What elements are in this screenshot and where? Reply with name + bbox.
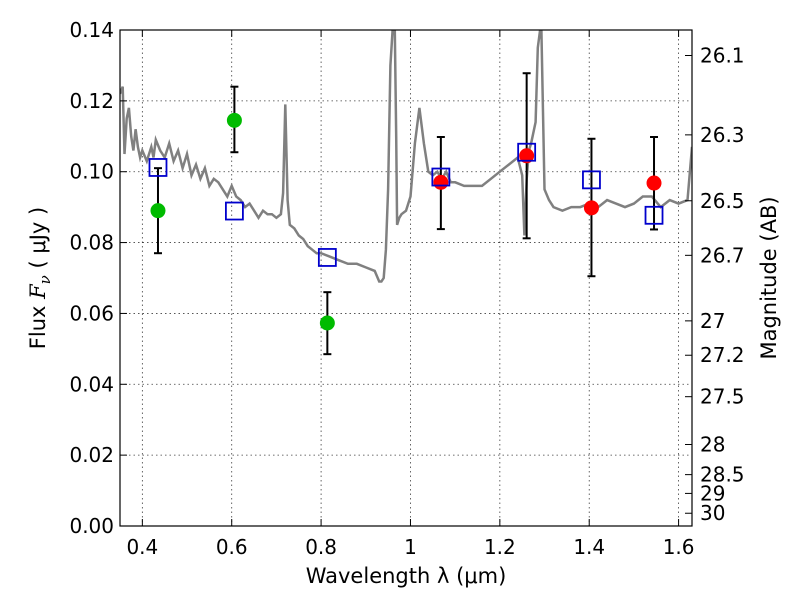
data-points [148,112,664,331]
y-tick-label: 0.02 [69,443,114,467]
red-point [433,174,449,190]
x-tick-label: 1 [404,535,417,559]
model-spectrum-line [120,30,692,283]
y2-tick-label: 26.7 [700,243,745,267]
y-tick-label: 0.04 [69,372,114,396]
green-point [226,112,242,128]
y-axis-title-pre: Flux [26,299,50,349]
x-tick-label: 0.8 [305,535,337,559]
blue-square [148,158,168,177]
blue-square [224,201,244,221]
y-axis-title-symbol: F [26,283,50,300]
y2-tick-label: 26.5 [700,189,745,213]
axis-ticks: 0.4 0.6 0.8 1 1.2 1.4 1.6 0.00 0.02 0.04 0.06 0.08 0… [69,18,744,559]
y-tick-label: 0.10 [69,160,114,184]
y-tick-label: 0.00 [69,514,114,538]
x-tick-label: 1.6 [663,535,695,559]
y2-tick-label: 27 [700,309,725,333]
y-axis-title-subscript: ν [36,275,54,284]
y2-tick-label: 26.1 [700,44,745,68]
blue-square [644,205,664,225]
red-point [583,200,599,216]
y2-tick-label: 28 [700,433,725,457]
green-point [319,315,335,331]
red-point [519,148,535,164]
x-axis-title: Wavelength λ (μm) [306,564,507,588]
red-point [646,175,662,191]
x-tick-label: 1.4 [573,535,605,559]
y-tick-label: 0.14 [69,18,114,42]
blue-square [582,170,601,190]
y2-tick-label: 28.5 [700,463,745,487]
plot-frame [119,29,693,527]
x-tick-label: 0.4 [126,535,158,559]
y-tick-label: 0.08 [69,231,114,255]
blue-square [317,248,337,267]
blue-square [431,167,451,187]
y2-tick-label: 26.3 [700,123,745,147]
grid [120,29,692,527]
green-point [150,203,166,219]
y2-tick-label: 29 [700,481,725,505]
x-tick-label: 1.2 [484,535,516,559]
y2-tick-label: 27.2 [700,343,745,367]
x-tick-label: 0.6 [216,535,248,559]
y2-tick-label: 30 [700,501,725,525]
y2-axis-title: Magnitude (AB) [757,196,781,359]
y2-tick-label: 27.5 [700,385,745,409]
y-tick-label: 0.12 [69,89,114,113]
y-axis-title: Flux Fν ( μJy ) [26,207,54,349]
blue-square [517,142,537,162]
y-axis-title-post: ( μJy ) [26,207,50,275]
y-tick-label: 0.06 [69,301,114,325]
